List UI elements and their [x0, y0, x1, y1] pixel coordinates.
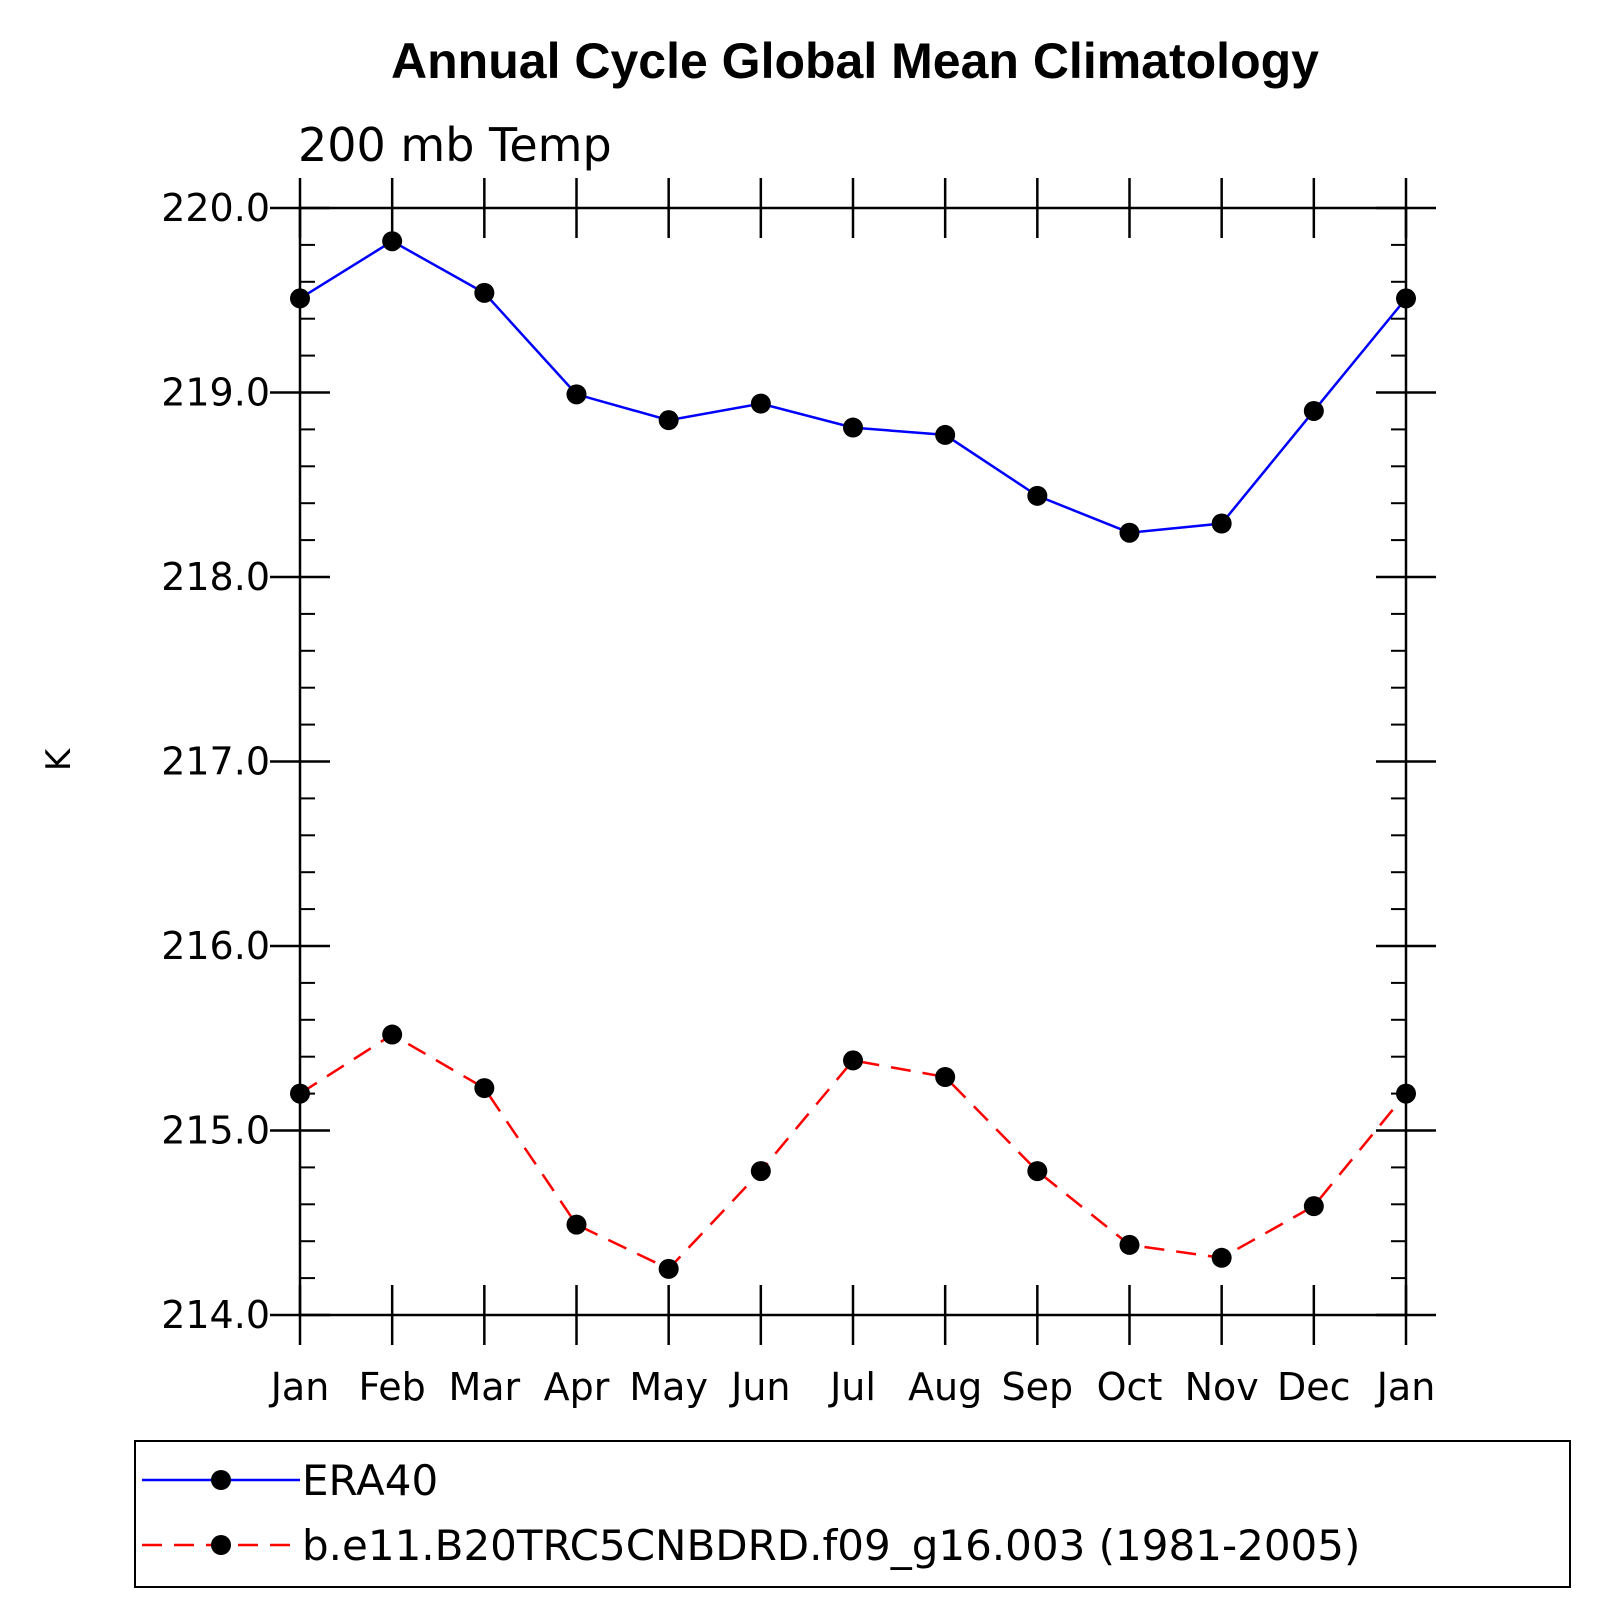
legend-marker — [211, 1470, 231, 1490]
y-axis-label: K — [39, 747, 79, 771]
y-tick-label: 220.0 — [161, 186, 270, 230]
data-point — [750, 393, 771, 414]
x-tick-label: Apr — [544, 1365, 610, 1409]
x-tick-label: Dec — [1277, 1365, 1351, 1409]
data-point — [1027, 485, 1048, 506]
legend-label: ERA40 — [302, 1456, 438, 1505]
data-point — [1119, 522, 1140, 543]
data-point — [290, 288, 310, 309]
data-point — [474, 282, 495, 303]
x-tick-label: Sep — [1002, 1365, 1074, 1409]
data-point — [1211, 513, 1232, 534]
x-tick-label: Jan — [1375, 1365, 1436, 1409]
legend-label: b.e11.B20TRC5CNBDRD.f09_g16.003 (1981-20… — [302, 1521, 1360, 1570]
data-point — [658, 1258, 679, 1279]
x-tick-label: Oct — [1097, 1365, 1163, 1409]
data-point — [750, 1161, 771, 1182]
series-line-0 — [299, 239, 1407, 534]
x-tick-label: Jan — [269, 1365, 330, 1409]
plot-frame — [298, 206, 1408, 1317]
x-tick-label: Nov — [1185, 1365, 1259, 1409]
data-point — [566, 1214, 587, 1235]
data-point — [382, 1024, 403, 1045]
axis-ticks — [270, 178, 1436, 1345]
x-tick-label: Jul — [828, 1365, 876, 1409]
data-point — [290, 1083, 310, 1104]
legend-marker — [211, 1535, 231, 1555]
data-point — [1303, 1196, 1324, 1217]
data-point — [658, 410, 679, 431]
data-point — [474, 1078, 495, 1099]
data-point — [1303, 400, 1324, 421]
data-point — [843, 417, 863, 438]
data-point — [566, 384, 587, 405]
x-tick-labels: Jan Feb Mar Apr May Jun Jul Aug Sep Oct Nov Dec Jan — [269, 1365, 1436, 1409]
y-tick-label: 218.0 — [161, 555, 270, 599]
data-point — [935, 424, 956, 445]
series-layer — [290, 231, 1416, 1279]
legend: ERA40 b.e11.B20TRC5CNBDRD.f09_g16.003 (19… — [142, 1456, 1360, 1570]
x-tick-label: Feb — [359, 1365, 426, 1409]
data-point — [1396, 1083, 1416, 1104]
data-point — [1396, 288, 1416, 309]
legend-box — [134, 1440, 1571, 1588]
x-tick-label: May — [629, 1365, 708, 1409]
y-tick-label: 219.0 — [161, 371, 270, 415]
y-tick-label: 217.0 — [161, 740, 270, 784]
data-point — [1119, 1234, 1140, 1255]
chart-subtitle: 200 mb Temp — [298, 118, 612, 172]
y-tick-label: 214.0 — [161, 1293, 270, 1337]
chart-title: Annual Cycle Global Mean Climatology — [391, 33, 1319, 89]
data-point — [935, 1066, 956, 1087]
y-tick-labels: 214.0 215.0 216.0 217.0 218.0 219.0 220.0 — [161, 186, 270, 1337]
y-tick-label: 215.0 — [161, 1109, 270, 1153]
data-point — [843, 1050, 863, 1071]
y-tick-label: 216.0 — [161, 924, 270, 968]
x-tick-label: Aug — [908, 1365, 982, 1409]
x-tick-label: Jun — [729, 1365, 790, 1409]
x-tick-label: Mar — [448, 1365, 520, 1409]
data-point — [382, 231, 403, 252]
data-point — [1027, 1161, 1048, 1182]
data-point — [1211, 1247, 1232, 1268]
